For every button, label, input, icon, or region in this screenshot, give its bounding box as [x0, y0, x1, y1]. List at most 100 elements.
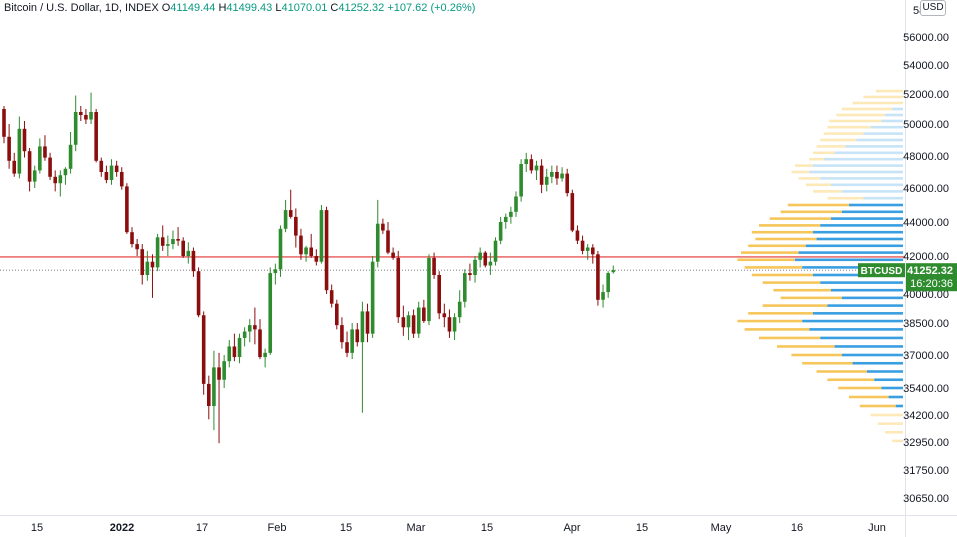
volume-profile-bar — [791, 170, 810, 174]
volume-profile-bar — [863, 95, 903, 99]
candle-body — [171, 239, 175, 245]
candle-body — [304, 247, 308, 255]
candle-body — [591, 247, 595, 255]
volume-profile-bar — [813, 151, 835, 155]
volume-profile-bar — [791, 353, 842, 357]
volume-profile-bar — [827, 378, 875, 382]
candle-body — [130, 232, 134, 245]
volume-profile-bar — [820, 224, 903, 227]
candle-body — [314, 256, 319, 262]
volume-profile-bar — [867, 370, 903, 373]
candle-body — [391, 252, 395, 258]
volume-profile-bar — [762, 281, 821, 284]
candle-body — [140, 249, 145, 275]
candle-body — [58, 175, 63, 184]
candle-body — [237, 337, 242, 358]
candle-body — [63, 168, 68, 176]
candle-body — [207, 383, 211, 406]
candle-body — [565, 173, 569, 194]
candle-body — [539, 165, 544, 185]
change-value: +107.62 (+0.26%) — [387, 2, 476, 14]
volume-profile-bar — [885, 113, 903, 117]
low-label: L — [275, 2, 282, 14]
candle-countdown: 16:20:36 — [910, 278, 953, 290]
candle-body — [473, 259, 477, 275]
open-label: O — [161, 2, 171, 14]
price-axis-label: 37000.00 — [903, 350, 949, 362]
volume-profile-bar — [816, 370, 867, 373]
volume-profile-bar — [876, 89, 903, 93]
ohlc-header: Bitcoin / U.S. Dollar, 1D, INDEX O41149.… — [4, 2, 475, 14]
volume-profile-bar — [841, 353, 903, 357]
candle-body — [524, 159, 529, 164]
candle-body — [488, 261, 493, 266]
candle-body — [79, 112, 83, 115]
candle-body — [268, 273, 273, 353]
volume-profile-bar — [795, 258, 903, 262]
candle-body — [22, 128, 27, 152]
candle-body — [442, 313, 447, 318]
volume-profile-bar — [820, 281, 903, 284]
candle-body — [611, 270, 616, 273]
time-axis-label: Apr — [563, 522, 580, 534]
volume-profile-bar — [863, 132, 903, 135]
volume-profile-bar — [820, 177, 903, 180]
time-axis-label: 17 — [196, 522, 208, 534]
candle-body — [411, 315, 416, 334]
candle-body — [575, 230, 580, 241]
price-axis-label: 30650.00 — [903, 493, 949, 505]
currency-button[interactable]: USD — [920, 0, 946, 16]
candle-body — [432, 257, 436, 275]
price-axis-label: 31750.00 — [903, 465, 949, 477]
candle-body — [222, 361, 226, 380]
volume-profile-bar — [823, 157, 903, 161]
volume-profile-bar — [881, 119, 903, 123]
candle-body — [227, 346, 232, 362]
candle-body — [427, 257, 431, 322]
candle-body — [324, 210, 329, 291]
volume-profile-bar — [805, 244, 903, 248]
candle-body — [73, 112, 78, 145]
volume-profile-bar — [834, 151, 903, 155]
candle-body — [585, 247, 590, 251]
volume-profile-bar — [802, 319, 903, 323]
volume-profile-bar — [759, 336, 821, 340]
volume-profile-bar — [829, 119, 882, 123]
candle-body — [534, 165, 539, 171]
volume-profile-bar — [777, 345, 835, 348]
volume-profile-bar — [852, 101, 903, 105]
candle-body — [406, 315, 411, 328]
candle-body — [544, 176, 549, 185]
volume-profile-bar — [852, 361, 903, 365]
candle-body — [514, 196, 518, 212]
candle-body — [283, 210, 288, 229]
candle-body — [416, 307, 421, 334]
candle-body — [340, 325, 344, 343]
volume-profile-bar — [885, 430, 903, 434]
candle-body — [201, 315, 206, 384]
candle-body — [550, 172, 554, 177]
volume-profile-bar — [841, 296, 903, 300]
candle-body — [319, 210, 324, 262]
volume-profile-bar — [795, 164, 813, 167]
volume-profile-bar — [845, 145, 903, 148]
close-value: 41252.32 — [338, 2, 385, 14]
price-axis-label: 56000.00 — [903, 32, 949, 44]
volume-profile-bar — [813, 190, 842, 193]
low-value: 41070.01 — [281, 2, 328, 14]
volume-profile-bar — [849, 395, 889, 399]
candle-body — [345, 342, 349, 353]
candle-body — [452, 317, 457, 332]
candle-body — [457, 301, 462, 318]
candle-body — [350, 329, 354, 353]
volume-profile-bar — [755, 237, 817, 241]
candle-body — [580, 240, 585, 251]
candle-body — [437, 275, 441, 314]
candle-body — [478, 252, 482, 260]
volume-profile-bar — [888, 395, 903, 399]
time-axis-label: 2022 — [110, 522, 134, 534]
candle-body — [242, 331, 247, 338]
candle-body — [7, 136, 11, 161]
